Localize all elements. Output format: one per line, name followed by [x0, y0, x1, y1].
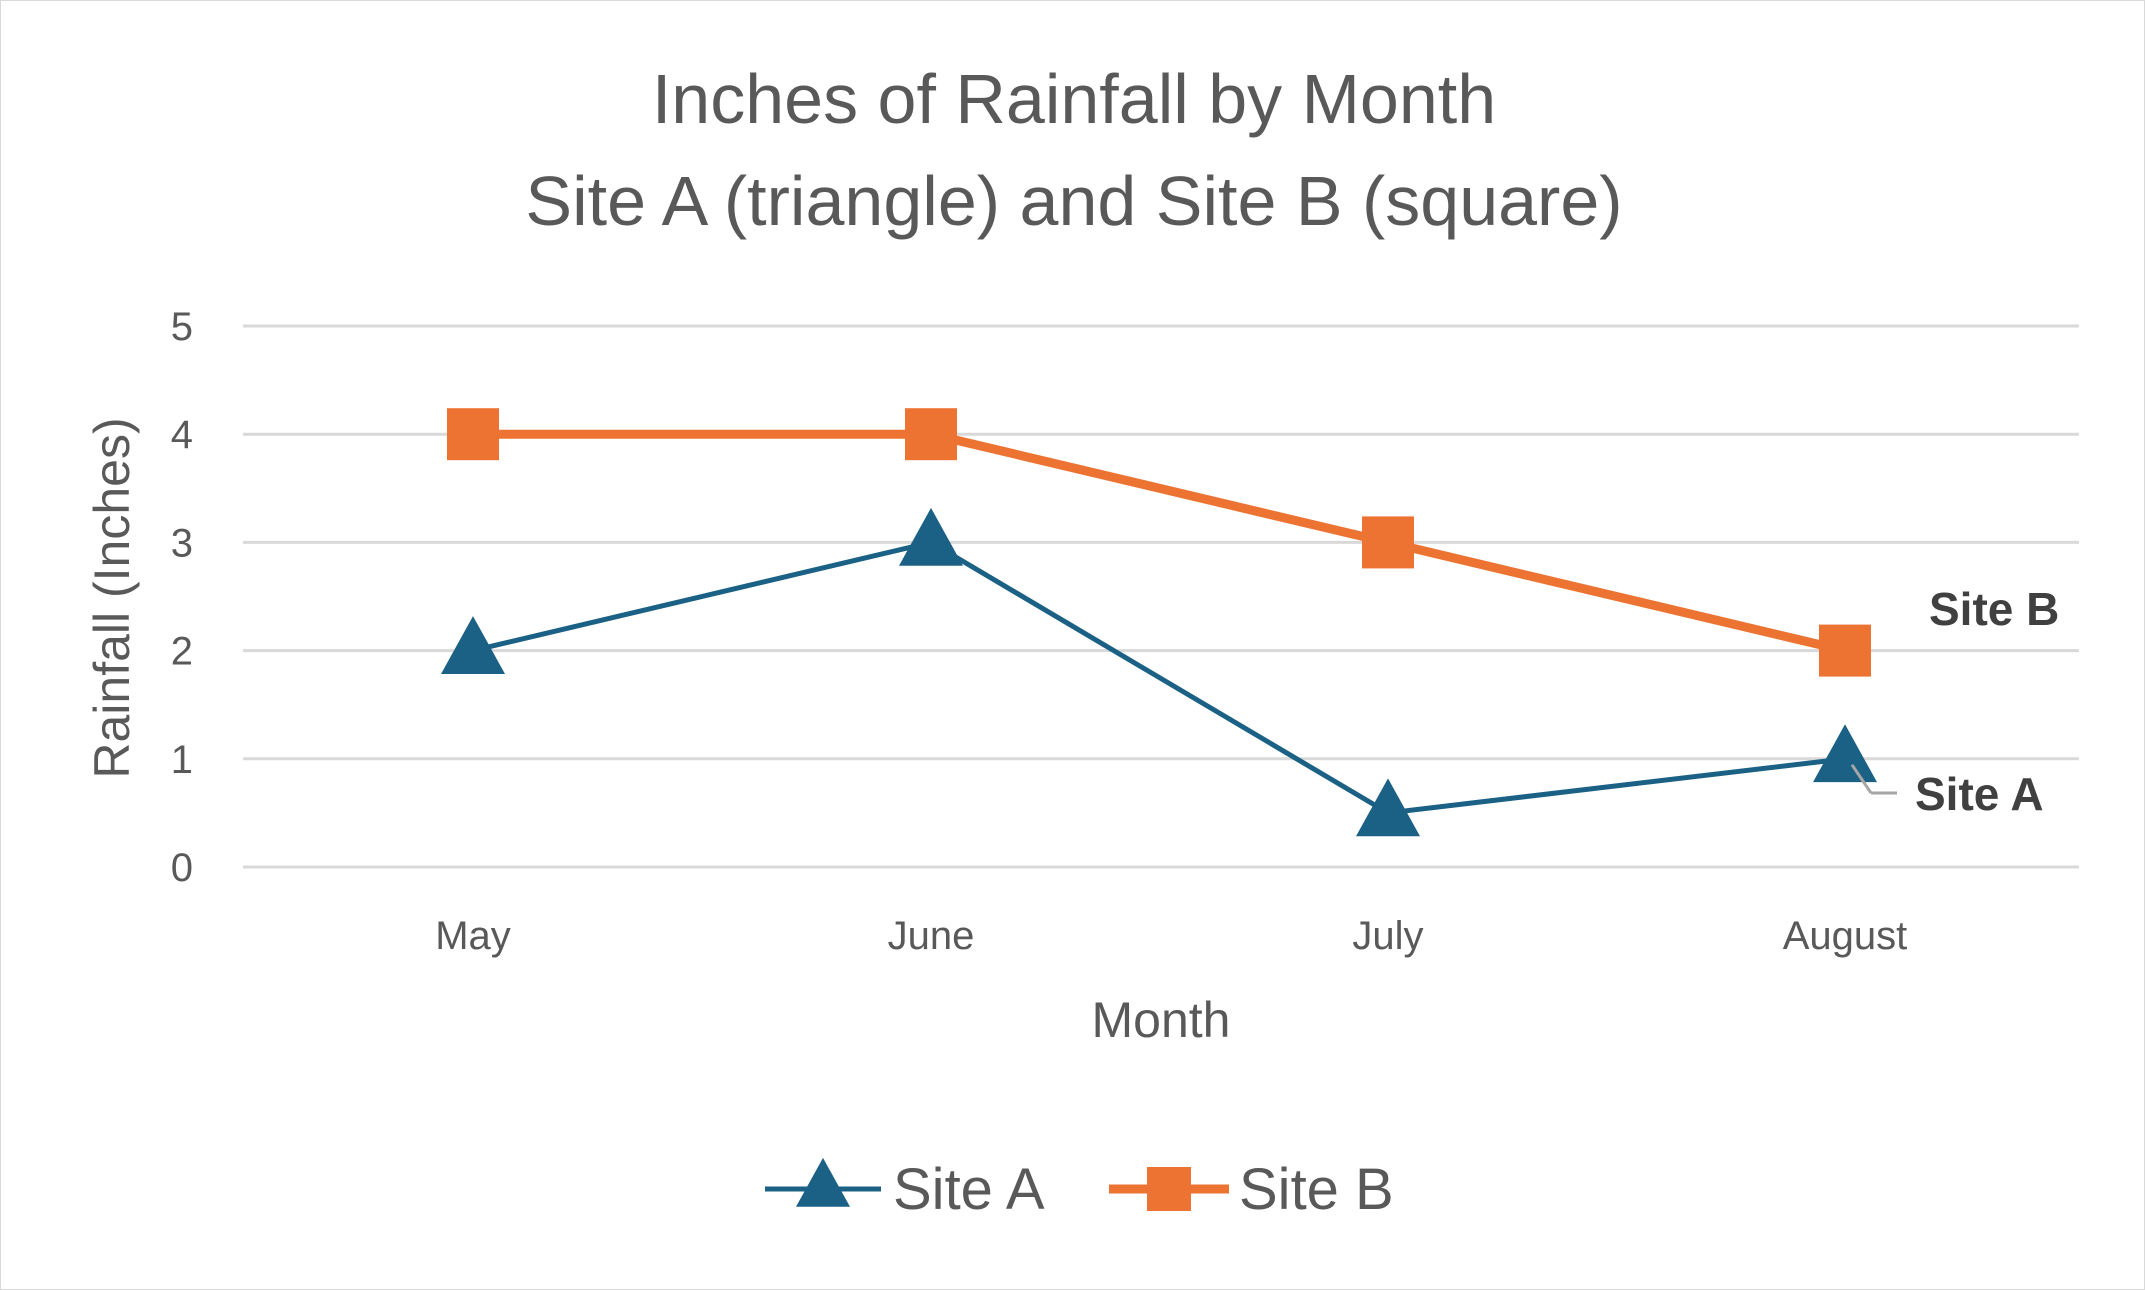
square-marker-june [905, 408, 957, 461]
series-line-site-a [472, 539, 1846, 816]
square-marker-may [447, 408, 499, 461]
y-axis-ticks: 0 1 2 3 4 5 [171, 305, 193, 890]
y-tick-label: 4 [171, 413, 193, 457]
series-layer [441, 408, 1877, 837]
legend-triangle-icon [796, 1157, 850, 1207]
triangle-marker-august [1813, 724, 1877, 783]
site-a-leader-line [1850, 763, 1873, 794]
triangle-marker-june [899, 507, 963, 566]
site-a-end-label: Site A [1915, 768, 2044, 820]
chart-title-line-1: Inches of Rainfall by Month [652, 60, 1496, 138]
site-b-end-label: Site B [1929, 583, 2059, 635]
legend-square-icon [1147, 1167, 1191, 1211]
legend-site-b-label: Site B [1239, 1157, 1394, 1222]
x-axis-title: Month [1092, 992, 1231, 1048]
x-tick-label: June [888, 914, 975, 958]
y-axis-title: Rainfall (Inches) [84, 417, 140, 778]
x-tick-label: July [1352, 914, 1423, 958]
y-tick-label: 0 [171, 846, 193, 890]
x-axis-ticks: May June July August [435, 914, 1907, 958]
legend-site-a-label: Site A [893, 1157, 1045, 1222]
triangle-marker-july [1356, 778, 1420, 837]
series-end-labels: Site B Site A [1850, 583, 2059, 820]
y-tick-label: 5 [171, 305, 193, 349]
y-tick-label: 3 [171, 521, 193, 565]
x-tick-label: August [1783, 914, 1908, 958]
y-tick-label: 1 [171, 738, 193, 782]
x-tick-label: May [435, 914, 511, 958]
square-marker-july [1362, 516, 1414, 569]
legend: Site A Site B [765, 1157, 1394, 1222]
chart-title-line-2: Site A (triangle) and Site B (square) [525, 162, 1622, 240]
y-tick-label: 2 [171, 630, 193, 674]
square-marker-august [1819, 624, 1871, 677]
gridlines [243, 324, 2079, 869]
triangle-marker-may [441, 616, 505, 674]
series-line-site-b [473, 429, 1847, 655]
